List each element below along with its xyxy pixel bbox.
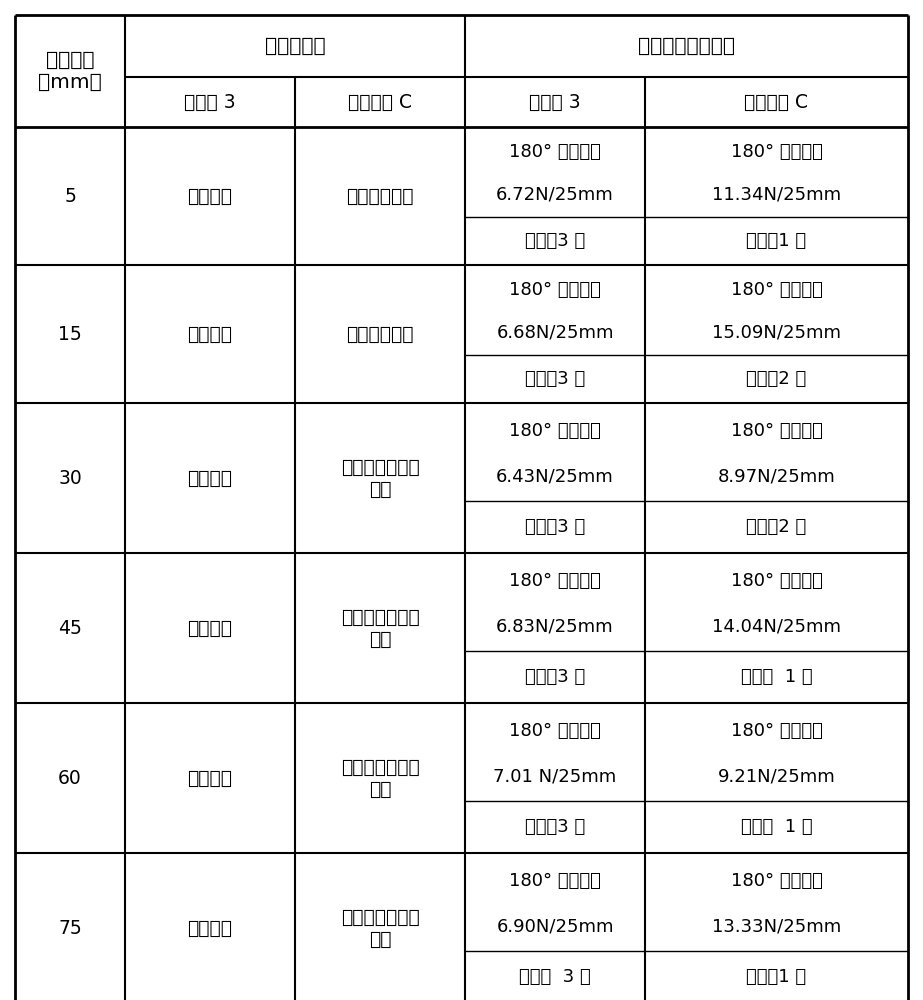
Text: 180° 剥离力：: 180° 剥离力：	[509, 872, 601, 890]
Text: 180° 剥离力：: 180° 剥离力：	[731, 281, 822, 299]
Text: 15: 15	[58, 324, 82, 344]
Text: 180° 剥离力：: 180° 剥离力：	[731, 572, 822, 590]
Text: 毛糙、起痱子: 毛糙、起痱子	[346, 186, 414, 206]
Text: 毛糙、起痱子、
针孔: 毛糙、起痱子、 针孔	[341, 458, 419, 498]
Text: 75: 75	[58, 918, 82, 938]
Text: 对粘：3 次: 对粘：3 次	[525, 370, 585, 388]
Text: 对照样品 C: 对照样品 C	[348, 93, 412, 111]
Text: 60: 60	[58, 768, 82, 788]
Text: 对粘：1 次: 对粘：1 次	[747, 968, 807, 986]
Text: 45: 45	[58, 618, 82, 638]
Text: 光洁平滑: 光洁平滑	[187, 918, 233, 938]
Text: 对粘：3 次: 对粘：3 次	[525, 232, 585, 250]
Text: 对粘：3 次: 对粘：3 次	[525, 518, 585, 536]
Text: 对粘：3 次: 对粘：3 次	[525, 668, 585, 686]
Text: 30: 30	[58, 468, 82, 488]
Text: 180° 剥离力：: 180° 剥离力：	[509, 422, 601, 440]
Text: 6.72N/25mm: 6.72N/25mm	[497, 186, 614, 204]
Text: 180° 剥离力：: 180° 剥离力：	[731, 143, 822, 161]
Text: 5: 5	[64, 186, 76, 206]
Text: 对粘：  1 次: 对粘： 1 次	[740, 668, 812, 686]
Text: 毛糙、起痱子、
针孔: 毛糙、起痱子、 针孔	[341, 758, 419, 798]
Text: 180° 剥离力：: 180° 剥离力：	[509, 143, 601, 161]
Text: 光洁平滑: 光洁平滑	[187, 186, 233, 206]
Text: 6.68N/25mm: 6.68N/25mm	[497, 324, 614, 342]
Text: 光洁平滑: 光洁平滑	[187, 468, 233, 488]
Text: 180° 剥离力：: 180° 剥离力：	[731, 422, 822, 440]
Text: 13.33N/25mm: 13.33N/25mm	[712, 918, 841, 936]
Text: 6.83N/25mm: 6.83N/25mm	[497, 618, 614, 636]
Text: 180° 剥离力：: 180° 剥离力：	[509, 281, 601, 299]
Text: 8.97N/25mm: 8.97N/25mm	[717, 468, 835, 486]
Text: 11.34N/25mm: 11.34N/25mm	[712, 186, 841, 204]
Text: 15.09N/25mm: 15.09N/25mm	[712, 324, 841, 342]
Text: 14.04N/25mm: 14.04N/25mm	[712, 618, 841, 636]
Text: 对照样品 C: 对照样品 C	[745, 93, 809, 111]
Text: 180° 剥离力：: 180° 剥离力：	[509, 722, 601, 740]
Text: 光洁平滑: 光洁平滑	[187, 768, 233, 788]
Text: 9.21N/25mm: 9.21N/25mm	[717, 768, 835, 786]
Text: 胶粘带外观: 胶粘带外观	[265, 36, 325, 55]
Text: 180° 剥离力：: 180° 剥离力：	[509, 572, 601, 590]
Text: 对粘：  3 次: 对粘： 3 次	[519, 968, 591, 986]
Text: 毛糙、起痱子、
针孔: 毛糙、起痱子、 针孔	[341, 908, 419, 948]
Text: 6.90N/25mm: 6.90N/25mm	[497, 918, 614, 936]
Text: 6.43N/25mm: 6.43N/25mm	[497, 468, 614, 486]
Text: 胶粘带的基本性能: 胶粘带的基本性能	[638, 36, 735, 55]
Text: 经时时间
（mm）: 经时时间 （mm）	[38, 50, 102, 92]
Text: 光洁平滑: 光洁平滑	[187, 618, 233, 638]
Text: 光洁平滑: 光洁平滑	[187, 324, 233, 344]
Text: 实施例 3: 实施例 3	[529, 93, 581, 111]
Text: 7.01 N/25mm: 7.01 N/25mm	[494, 768, 617, 786]
Text: 对粘：2 次: 对粘：2 次	[747, 370, 807, 388]
Text: 毛糙、起痱子: 毛糙、起痱子	[346, 324, 414, 344]
Text: 对粘：3 次: 对粘：3 次	[525, 818, 585, 836]
Text: 对粘：1 次: 对粘：1 次	[747, 232, 807, 250]
Text: 180° 剥离力：: 180° 剥离力：	[731, 722, 822, 740]
Text: 实施例 3: 实施例 3	[185, 93, 235, 111]
Text: 毛糙、起痱子、
针孔: 毛糙、起痱子、 针孔	[341, 607, 419, 648]
Text: 对粘：  1 次: 对粘： 1 次	[740, 818, 812, 836]
Text: 对粘：2 次: 对粘：2 次	[747, 518, 807, 536]
Text: 180° 剥离力：: 180° 剥离力：	[731, 872, 822, 890]
